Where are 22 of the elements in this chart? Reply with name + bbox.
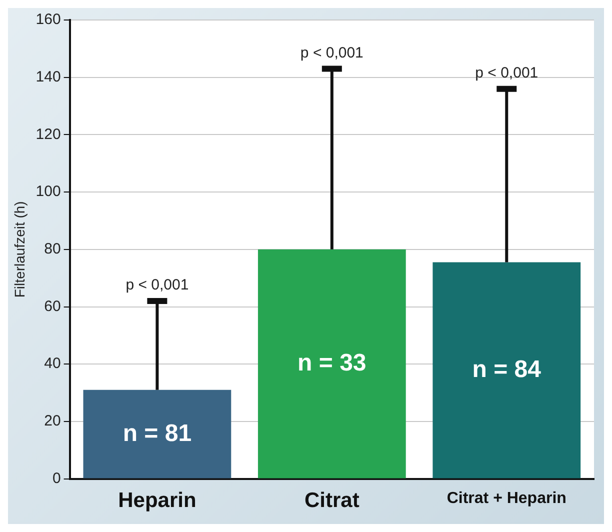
annotation: n = 33 (298, 350, 366, 377)
x-tick-label: Citrat + Heparin (446, 490, 566, 507)
y-tick-label: 140 (36, 68, 61, 86)
x-tick-label: Citrat (304, 489, 360, 512)
y-tick-label: 20 (44, 412, 61, 430)
bar (83, 390, 232, 478)
y-tick-label: 80 (44, 240, 61, 258)
y-tick-label: 40 (44, 355, 61, 372)
y-tick-label: 160 (36, 11, 61, 28)
y-tick-label: 0 (52, 470, 61, 487)
bar (432, 262, 581, 478)
y-axis-title: Filterlaufzeit (h) (11, 201, 28, 298)
bar (258, 249, 406, 478)
annotation: p < 0,001 (475, 64, 538, 82)
annotation: p < 0,001 (126, 276, 189, 294)
annotation: p < 0,001 (300, 44, 364, 62)
annotation: n = 84 (472, 356, 542, 384)
y-tick-label: 100 (36, 183, 61, 200)
x-tick-label: Heparin (118, 489, 196, 512)
y-tick-label: 120 (36, 126, 61, 143)
y-tick-label: 60 (44, 298, 61, 315)
annotation: n = 81 (122, 420, 192, 447)
